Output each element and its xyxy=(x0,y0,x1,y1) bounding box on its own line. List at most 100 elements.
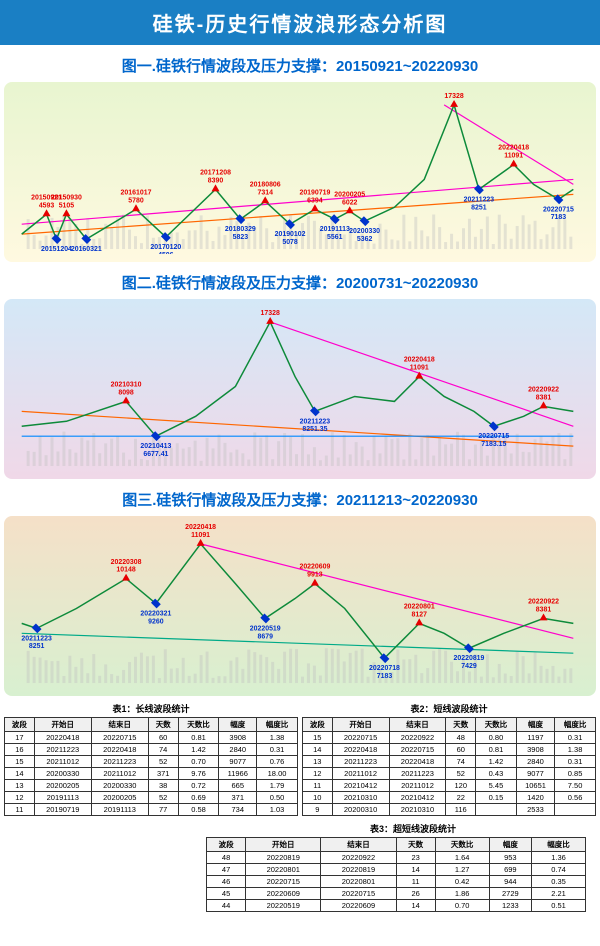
svg-text:17328: 17328 xyxy=(261,310,280,317)
table-row: 472022080120220819141.276990.74 xyxy=(207,864,586,876)
chart-1-box: 2015092145932015093051052016101757802017… xyxy=(4,82,596,262)
col-header: 天数 xyxy=(148,718,178,732)
table-row: 162021122320220418741.4228400.31 xyxy=(5,744,298,756)
svg-text:9260: 9260 xyxy=(148,618,164,625)
chart-3-box: 2022030810148202204181109120220609991320… xyxy=(4,516,596,696)
table-row: 122021101220211223520.4390770.85 xyxy=(303,768,596,780)
col-header: 波段 xyxy=(303,718,333,732)
chart-1-title: 图一.硅铁行情波段及压力支撑：20150921~20220930 xyxy=(4,49,596,82)
svg-text:7183: 7183 xyxy=(377,673,393,680)
table-row: 152021101220211223520.7090770.76 xyxy=(5,756,298,768)
svg-text:7429: 7429 xyxy=(461,663,477,670)
chart-2-box: 2021031080981732820220418110912022092283… xyxy=(4,299,596,479)
table-row: 142022041820220715600.8139081.38 xyxy=(303,744,596,756)
svg-text:7314: 7314 xyxy=(257,189,273,196)
svg-text:20220609: 20220609 xyxy=(299,564,330,571)
svg-text:20200330: 20200330 xyxy=(349,228,380,235)
svg-text:10148: 10148 xyxy=(116,567,135,574)
col-header: 天数 xyxy=(446,718,476,732)
svg-text:11091: 11091 xyxy=(504,153,523,160)
table-row: 462022071520220801110.429440.35 xyxy=(207,876,586,888)
svg-text:20190719: 20190719 xyxy=(299,189,330,196)
col-header: 开始日 xyxy=(332,718,389,732)
svg-text:8098: 8098 xyxy=(118,389,134,396)
col-header: 幅度 xyxy=(219,718,257,732)
col-header: 幅度比 xyxy=(257,718,298,732)
svg-text:6677.41: 6677.41 xyxy=(143,451,168,458)
svg-text:20210413: 20210413 xyxy=(140,443,171,450)
svg-text:20171208: 20171208 xyxy=(200,169,231,176)
svg-text:8251.35: 8251.35 xyxy=(302,426,327,433)
svg-text:20160321: 20160321 xyxy=(71,246,102,253)
svg-text:5780: 5780 xyxy=(128,197,144,204)
tables-row: 表1：长线波段统计 波段开始日结束日天数天数比幅度幅度比172022041820… xyxy=(4,700,596,816)
svg-text:20220418: 20220418 xyxy=(498,145,529,152)
svg-text:20220715: 20220715 xyxy=(478,433,509,440)
table-row: 482022081920220922231.649531.36 xyxy=(207,852,586,864)
svg-text:20150930: 20150930 xyxy=(51,194,82,201)
svg-text:8679: 8679 xyxy=(257,633,273,640)
table-row: 132021122320220418741.4228400.31 xyxy=(303,756,596,768)
table-row: 1120210412202110121205.45106517.50 xyxy=(303,780,596,792)
table-row: 132020020520200330380.726651.79 xyxy=(5,780,298,792)
table-row: 920200310202103101162533 xyxy=(303,804,596,816)
svg-text:6394: 6394 xyxy=(307,197,323,204)
svg-text:20180329: 20180329 xyxy=(225,226,256,233)
svg-text:20180806: 20180806 xyxy=(250,181,281,188)
chart-2: 图二.硅铁行情波段及压力支撑：20200731~2022093020210310… xyxy=(4,266,596,479)
svg-text:20220715: 20220715 xyxy=(543,206,574,213)
table1-col: 表1：长线波段统计 波段开始日结束日天数天数比幅度幅度比172022041820… xyxy=(4,700,298,816)
svg-text:20190102: 20190102 xyxy=(275,231,306,238)
svg-text:5105: 5105 xyxy=(59,202,75,209)
table-row: 102021031020210412220.1514200.56 xyxy=(303,792,596,804)
svg-text:17328: 17328 xyxy=(444,93,463,100)
table-row: 112019071920191113770.587341.03 xyxy=(5,804,298,816)
svg-text:20220819: 20220819 xyxy=(454,655,485,662)
svg-text:9913: 9913 xyxy=(307,572,323,579)
table3: 波段开始日结束日天数天数比幅度幅度比482022081920220922231.… xyxy=(206,837,586,912)
svg-text:20211223: 20211223 xyxy=(21,635,52,642)
svg-text:20220801: 20220801 xyxy=(404,603,435,610)
svg-text:11091: 11091 xyxy=(191,532,210,539)
svg-text:20191113: 20191113 xyxy=(320,226,350,233)
svg-text:20211223: 20211223 xyxy=(464,196,495,203)
charts-container: 图一.硅铁行情波段及压力支撑：20150921~2022093020150921… xyxy=(0,49,600,696)
table-row: 1420200330202110123719.761196618.00 xyxy=(5,768,298,780)
svg-text:7183.15: 7183.15 xyxy=(481,441,506,448)
col-header: 幅度 xyxy=(489,838,531,852)
chart-2-title: 图二.硅铁行情波段及压力支撑：20200731~20220930 xyxy=(4,266,596,299)
col-header: 幅度 xyxy=(516,718,554,732)
svg-text:20170120: 20170120 xyxy=(150,244,181,251)
chart-2-svg: 2021031080981732820220418110912022092283… xyxy=(12,307,588,471)
col-header: 结束日 xyxy=(389,718,446,732)
svg-text:20161017: 20161017 xyxy=(121,189,152,196)
svg-text:8251: 8251 xyxy=(29,643,45,650)
table-row: 152022071520220922480.8011970.31 xyxy=(303,732,596,744)
table2-caption: 表2：短线波段统计 xyxy=(302,700,596,717)
table-row: 122019111320200205520.693710.50 xyxy=(5,792,298,804)
svg-text:8127: 8127 xyxy=(412,611,428,618)
svg-text:8251: 8251 xyxy=(471,204,487,211)
col-header: 天数 xyxy=(396,838,435,852)
svg-text:20220519: 20220519 xyxy=(250,625,281,632)
table3-wrap: 表3：超短线波段统计 波段开始日结束日天数天数比幅度幅度比48202208192… xyxy=(4,820,596,912)
table1-caption: 表1：长线波段统计 xyxy=(4,700,298,717)
svg-text:20220308: 20220308 xyxy=(111,559,142,566)
svg-text:8381: 8381 xyxy=(536,394,552,401)
svg-text:20151204: 20151204 xyxy=(41,246,72,253)
col-header: 结束日 xyxy=(91,718,148,732)
svg-text:11091: 11091 xyxy=(410,365,429,372)
svg-text:20211223: 20211223 xyxy=(300,418,331,425)
table2: 波段开始日结束日天数天数比幅度幅度比152022071520220922480.… xyxy=(302,717,596,816)
table1: 波段开始日结束日天数天数比幅度幅度比172022041820220715600.… xyxy=(4,717,298,816)
svg-text:7183: 7183 xyxy=(551,214,567,221)
chart-1-svg: 2015092145932015093051052016101757802017… xyxy=(12,90,588,254)
svg-text:20220922: 20220922 xyxy=(528,599,559,606)
chart-3-title: 图三.硅铁行情波段及压力支撑：20211213~20220930 xyxy=(4,483,596,516)
svg-text:5078: 5078 xyxy=(282,239,298,246)
col-header: 天数比 xyxy=(435,838,489,852)
col-header: 结束日 xyxy=(321,838,396,852)
svg-text:4506: 4506 xyxy=(158,252,174,254)
svg-text:20220718: 20220718 xyxy=(369,665,400,672)
table-row: 452022060920220715261.8627292.21 xyxy=(207,888,586,900)
